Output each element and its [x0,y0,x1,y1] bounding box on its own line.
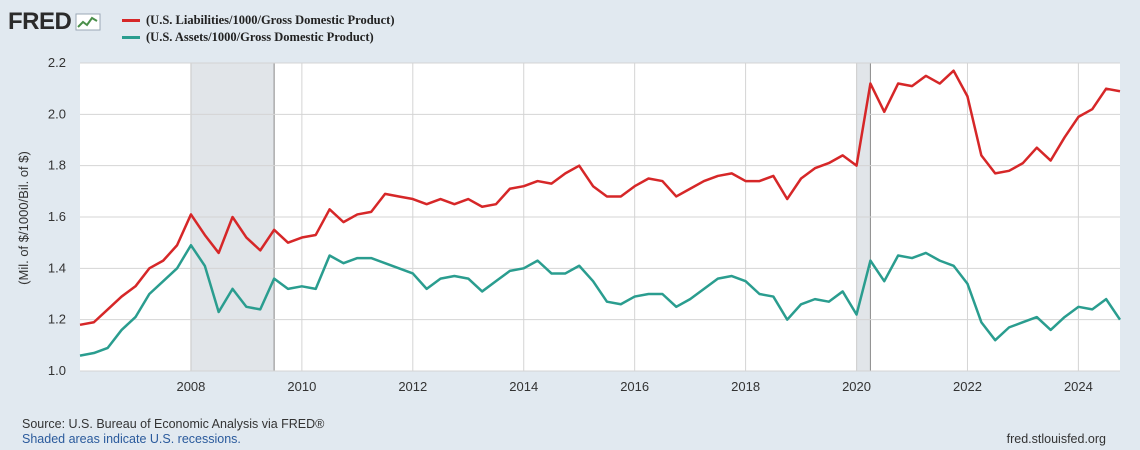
x-tick-label: 2022 [953,379,982,394]
x-tick-label: 2012 [398,379,427,394]
legend-swatch-liabilities [122,19,140,22]
recession-note[interactable]: Shaded areas indicate U.S. recessions. [22,432,241,446]
x-tick-label: 2024 [1064,379,1093,394]
source-note: Source: U.S. Bureau of Economic Analysis… [22,417,325,431]
site-link[interactable]: fred.stlouisfed.org [1006,432,1106,446]
x-tick-label: 2010 [287,379,316,394]
grid-lines [80,62,1120,372]
series-lines [79,69,1122,357]
y-tick-label: 1.4 [48,260,66,275]
legend-swatch-assets [122,36,140,39]
legend-label-assets: (U.S. Assets/1000/Gross Domestic Product… [146,30,374,44]
legend-item-assets: (U.S. Assets/1000/Gross Domestic Product… [122,30,374,45]
assets-line [79,243,1122,357]
x-tick-label: 2018 [731,379,760,394]
fred-logo[interactable]: FRED [8,8,101,36]
y-tick-label: 1.0 [48,363,66,378]
y-tick-label: 2.2 [48,55,66,70]
liabilities-line [79,69,1121,327]
x-tick-label: 2020 [842,379,871,394]
x-tick-label: 2016 [620,379,649,394]
y-tick-label: 1.6 [48,209,66,224]
y-tick-label: 1.2 [48,312,66,327]
x-tick-label: 2014 [509,379,538,394]
legend-item-liabilities: (U.S. Liabilities/1000/Gross Domestic Pr… [122,13,395,28]
y-axis-label: (Mil. of $/1000/Bil. of $) [16,151,31,285]
fred-logo-text: FRED [8,8,72,35]
axis-ticks: 1.0 1.2 1.4 1.6 1.8 2.0 2.2 2008 2010 2012 2014 201… [48,55,1093,394]
legend-label-liabilities: (U.S. Liabilities/1000/Gross Domestic Pr… [146,13,395,27]
y-tick-label: 1.8 [48,158,66,173]
x-tick-label: 2008 [176,379,205,394]
line-chart-icon [75,13,101,31]
y-tick-label: 2.0 [48,106,66,121]
